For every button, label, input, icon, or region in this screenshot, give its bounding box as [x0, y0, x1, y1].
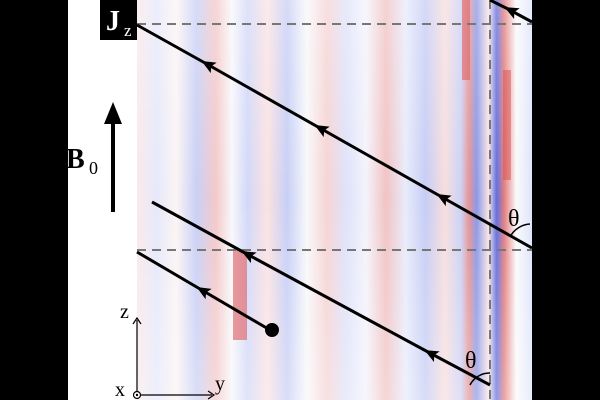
axis-x-dot [135, 393, 139, 397]
axis-label: y [215, 373, 225, 395]
angle-label: θ [465, 348, 477, 374]
angle-arc [509, 223, 531, 238]
field-line [136, 23, 533, 250]
current-sheet [503, 70, 511, 180]
field-label: B [66, 144, 85, 175]
current-label: J [106, 6, 120, 37]
current-sheet [462, 0, 470, 80]
field-line [136, 250, 271, 332]
field-line [151, 200, 491, 387]
field-line [489, 0, 533, 24]
current-sheet [233, 250, 247, 340]
map-shading [137, 0, 532, 400]
field-line-start [265, 323, 279, 337]
current-subscript: z [124, 21, 132, 40]
axis-label: z [120, 301, 129, 323]
label-box [100, 0, 137, 40]
field-subscript: 0 [89, 158, 98, 178]
angle-arc [469, 372, 491, 386]
axis-arrowhead [207, 390, 216, 400]
axis-arrowhead [132, 316, 142, 325]
angle-label: θ [508, 206, 520, 232]
field-arrowhead [104, 102, 122, 124]
axis-label: x [115, 379, 125, 400]
